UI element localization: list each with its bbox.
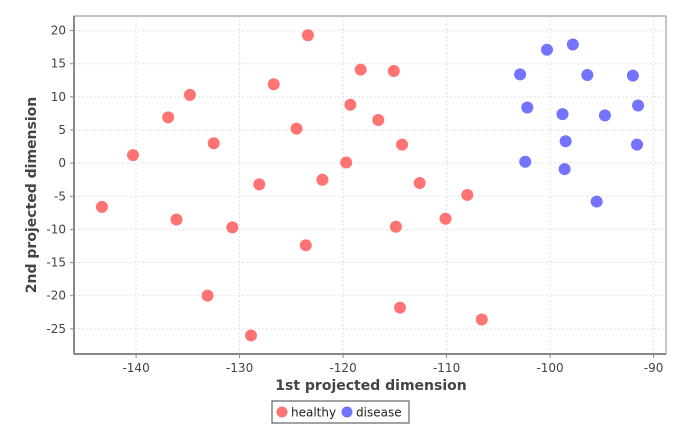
point-healthy	[394, 301, 407, 314]
point-healthy	[387, 65, 400, 78]
point-healthy	[207, 137, 220, 150]
legend-label-disease: disease	[356, 406, 402, 420]
x-tick-label: -120	[329, 361, 356, 375]
legend-box	[271, 400, 410, 424]
point-healthy	[126, 149, 139, 162]
y-tick-label: -25	[46, 322, 66, 336]
point-healthy	[344, 98, 357, 111]
legend: healthy disease	[271, 400, 410, 424]
point-healthy	[290, 122, 303, 135]
point-disease	[626, 69, 639, 82]
y-tick-label: 20	[51, 24, 66, 38]
x-tick-label: -100	[536, 361, 563, 375]
x-axis-ticks: -140 -130 -120 -110 -100 -90	[122, 354, 663, 375]
point-healthy	[389, 220, 402, 233]
point-healthy	[413, 177, 426, 190]
point-disease	[598, 109, 611, 122]
point-disease	[519, 155, 532, 168]
x-axis-title: 1st projected dimension	[275, 378, 466, 394]
point-disease	[581, 68, 594, 81]
point-healthy	[461, 188, 474, 201]
y-tick-label: -5	[54, 189, 66, 203]
y-tick-label: 0	[58, 156, 66, 170]
point-healthy	[372, 114, 385, 127]
point-disease	[540, 43, 553, 56]
x-tick-label: -130	[226, 361, 253, 375]
point-disease	[632, 99, 645, 112]
legend-marker-healthy	[276, 406, 288, 418]
point-disease	[558, 163, 571, 176]
x-tick-label: -110	[433, 361, 460, 375]
point-healthy	[95, 200, 108, 213]
point-disease	[631, 138, 644, 151]
point-healthy	[183, 88, 196, 101]
y-axis-ticks: -25 -20 -15 -10 -5 0 5 10 15 20	[46, 24, 74, 336]
y-tick-label: -10	[46, 222, 66, 236]
point-healthy	[267, 78, 280, 91]
point-healthy	[301, 29, 314, 42]
point-healthy	[226, 221, 239, 234]
point-healthy	[253, 178, 266, 191]
legend-label-healthy: healthy	[291, 406, 336, 420]
legend-marker-disease	[341, 406, 353, 418]
point-disease	[556, 108, 569, 121]
y-tick-label: 15	[51, 57, 66, 71]
point-healthy	[439, 212, 452, 225]
y-tick-label: 10	[51, 90, 66, 104]
point-healthy	[316, 173, 329, 186]
point-disease	[514, 68, 527, 81]
point-healthy	[396, 138, 409, 151]
plot-background	[74, 16, 666, 354]
y-tick-label: -20	[46, 289, 66, 303]
point-disease	[566, 38, 579, 51]
point-disease	[590, 195, 603, 208]
point-healthy	[244, 329, 257, 342]
y-tick-label: 5	[58, 123, 66, 137]
point-healthy	[354, 63, 367, 76]
y-tick-label: -15	[46, 256, 66, 270]
point-healthy	[170, 213, 183, 226]
x-tick-label: -140	[122, 361, 149, 375]
grid	[74, 16, 666, 354]
data-points	[95, 29, 645, 342]
point-healthy	[299, 239, 312, 252]
point-disease	[521, 101, 534, 114]
point-healthy	[340, 156, 353, 169]
x-tick-label: -90	[644, 361, 664, 375]
point-healthy	[162, 111, 175, 124]
point-disease	[559, 135, 572, 148]
y-axis-title: 2nd projected dimension	[24, 97, 40, 293]
point-healthy	[475, 313, 488, 326]
point-healthy	[201, 289, 214, 302]
